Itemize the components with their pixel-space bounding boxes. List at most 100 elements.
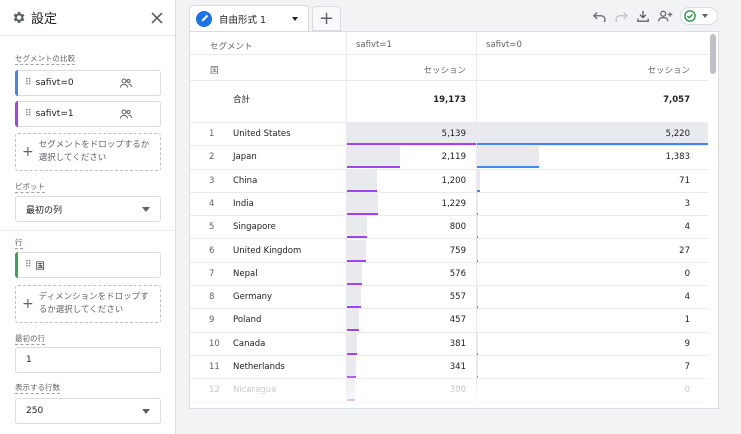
header-dimension-country[interactable]: 国 xyxy=(210,66,219,76)
table-row[interactable]: 1 United States 5,139 5,220 xyxy=(190,123,718,147)
row-country[interactable]: United Kingdom xyxy=(233,245,302,256)
column-divider xyxy=(476,32,477,408)
redo-icon[interactable] xyxy=(610,7,632,25)
row-country[interactable]: China xyxy=(233,175,258,186)
row-index: 5 xyxy=(209,222,215,233)
table-row[interactable]: 9 Poland 457 1 xyxy=(190,309,718,333)
column-divider xyxy=(346,32,347,408)
bar-segment-a xyxy=(347,262,362,284)
bar-line-segment-a xyxy=(347,189,378,192)
chevron-down-icon[interactable] xyxy=(292,17,298,21)
row-country[interactable]: United States xyxy=(233,129,291,139)
table-row[interactable]: 3 China 1,200 71 xyxy=(190,169,718,193)
dimension-drop-zone[interactable]: + ディメンションをドロップするか選択してください xyxy=(15,285,161,323)
drag-handle-icon[interactable]: ⠿ xyxy=(25,109,32,119)
check-circle-icon xyxy=(684,7,696,26)
header-metric-sessions-a[interactable]: セッション xyxy=(423,66,466,76)
close-icon[interactable] xyxy=(149,10,165,26)
share-user-icon[interactable] xyxy=(654,7,676,25)
drag-handle-icon[interactable]: ⠿ xyxy=(25,78,32,88)
bar-segment-b xyxy=(477,169,481,191)
segment-color-bar xyxy=(15,70,18,96)
row-divider xyxy=(190,191,718,193)
bar-line-segment-b xyxy=(477,143,709,145)
header-segment: セグメント xyxy=(210,42,253,52)
row-divider xyxy=(190,145,718,147)
chevron-down-icon xyxy=(142,207,150,212)
table-row[interactable]: 4 India 1,229 3 xyxy=(190,192,718,217)
row-sessions-a: 800 xyxy=(449,222,466,233)
row-sessions-a: 381 xyxy=(449,338,466,349)
download-icon[interactable] xyxy=(632,7,654,25)
bar-segment-a xyxy=(347,123,476,144)
row-sessions-b: 1,383 xyxy=(665,152,690,163)
bar-line-segment-a xyxy=(347,329,359,332)
row-sessions-b: 3 xyxy=(684,198,690,209)
table-row[interactable]: 11 Netherlands 341 7 xyxy=(190,356,718,380)
dimension-color-bar xyxy=(15,252,18,278)
scrollbar-thumb[interactable] xyxy=(710,34,716,74)
row-index: 6 xyxy=(209,245,215,256)
row-country[interactable]: Japan xyxy=(233,152,257,163)
row-country[interactable]: Nepal xyxy=(233,268,258,279)
rows-shown-value: 250 xyxy=(26,406,44,416)
chevron-down-icon xyxy=(702,14,708,18)
row-sessions-a: 557 xyxy=(449,292,466,303)
total-label: 合計 xyxy=(233,95,251,105)
toolbar xyxy=(588,7,718,25)
header-divider xyxy=(190,80,718,81)
row-dimension-chip[interactable]: ⠿ 国 xyxy=(15,252,161,278)
table-row[interactable]: 8 Germany 557 4 xyxy=(190,286,718,310)
scrollbar[interactable] xyxy=(708,32,718,408)
main-area: 自由形式 1 + セグメント safivt=1 safivt=0 xyxy=(176,0,741,434)
table-row[interactable]: 6 United Kingdom 759 27 xyxy=(190,239,718,263)
header-segment-b[interactable]: safivt=0 xyxy=(486,40,522,50)
row-country[interactable]: Canada xyxy=(233,338,266,349)
row-sessions-b: 9 xyxy=(684,338,690,349)
header-segment-a[interactable]: safivt=1 xyxy=(356,40,392,50)
tab-label: 自由形式 1 xyxy=(219,14,267,26)
bar-segment-a xyxy=(347,169,378,191)
table-row[interactable]: 10 Canada 381 9 xyxy=(190,332,718,356)
row-divider xyxy=(190,354,718,356)
row-index: 3 xyxy=(209,175,215,186)
tab-freeform-1[interactable]: 自由形式 1 xyxy=(189,5,309,31)
table-row[interactable]: 5 Singapore 800 4 xyxy=(190,216,718,240)
panel-divider xyxy=(0,230,176,231)
row-country[interactable]: Germany xyxy=(233,292,273,303)
row-index: 7 xyxy=(209,268,215,279)
bar-segment-a xyxy=(347,192,378,214)
rows-shown-select[interactable]: 250 xyxy=(15,398,161,424)
header-metric-sessions-b[interactable]: セッション xyxy=(647,66,690,76)
drag-handle-icon[interactable]: ⠿ xyxy=(25,260,32,270)
first-row-input[interactable]: 1 xyxy=(15,347,161,373)
row-divider xyxy=(190,261,718,263)
panel-header: 設定 xyxy=(0,0,175,36)
add-tab-button[interactable]: + xyxy=(312,6,341,31)
segment-drop-zone[interactable]: + セグメントをドロップするか選択してください xyxy=(15,133,161,171)
table-row[interactable]: 12 Nicaragua 300 0 xyxy=(190,379,718,403)
row-sessions-a: 759 xyxy=(449,245,466,256)
total-sessions-b: 7,057 xyxy=(663,95,690,105)
row-divider xyxy=(190,285,718,287)
row-sessions-a: 2,119 xyxy=(441,152,466,163)
segment-chip-safivt-1[interactable]: ⠿ safivt=1 xyxy=(15,101,161,127)
row-country[interactable]: Singapore xyxy=(233,222,276,233)
table-row[interactable]: 2 Japan 2,119 1,383 xyxy=(190,146,718,170)
totals-divider xyxy=(190,122,718,123)
undo-icon[interactable] xyxy=(588,7,610,25)
table-row[interactable]: 7 Nepal 576 0 xyxy=(190,262,718,287)
row-country[interactable]: Poland xyxy=(233,315,262,326)
row-sessions-a: 300 xyxy=(449,385,466,396)
status-chip[interactable] xyxy=(680,7,718,25)
row-sessions-a: 576 xyxy=(449,268,466,279)
row-index: 11 xyxy=(209,362,220,372)
row-divider xyxy=(190,215,718,217)
pivot-select[interactable]: 最初の列 xyxy=(15,196,161,222)
segment-chip-safivt-0[interactable]: ⠿ safivt=0 xyxy=(15,70,161,96)
row-country[interactable]: India xyxy=(233,198,254,209)
row-country[interactable]: Netherlands xyxy=(233,362,285,372)
header-divider xyxy=(190,54,718,55)
row-country[interactable]: Nicaragua xyxy=(233,385,277,396)
bar-segment-b xyxy=(477,123,709,144)
